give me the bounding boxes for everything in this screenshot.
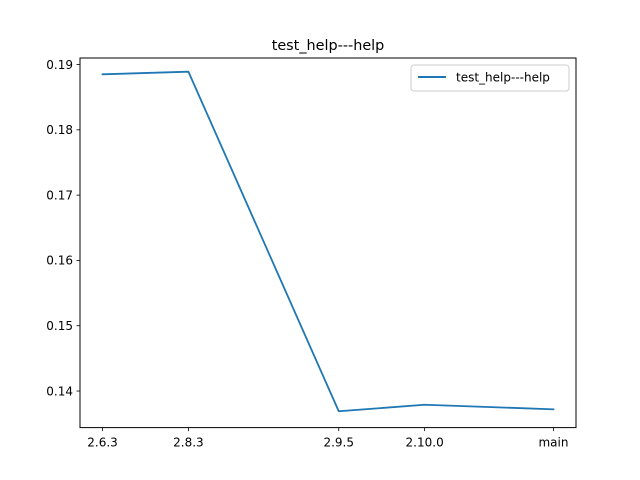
legend-label: test_help---help [456, 71, 550, 85]
x-tick-label: main [538, 436, 568, 450]
y-tick-label: 0.18 [46, 123, 73, 137]
legend: test_help---help [410, 64, 570, 92]
y-tick-label: 0.19 [46, 58, 73, 72]
y-tick-label: 0.17 [46, 188, 73, 202]
y-tick-label: 0.14 [46, 384, 73, 398]
x-axis: 2.6.3 2.8.3 2.9.5 2.10.0 main [87, 427, 568, 450]
x-tick-label: 2.9.5 [323, 436, 354, 450]
x-tick-label: 2.6.3 [87, 436, 118, 450]
plot-frame [79, 57, 577, 429]
legend-box [410, 64, 570, 92]
chart-title: test_help---help [272, 38, 385, 54]
y-tick-label: 0.16 [46, 254, 73, 268]
y-axis: 0.14 0.15 0.16 0.17 0.18 0.19 [46, 58, 80, 398]
x-tick-label: 2.10.0 [406, 436, 444, 450]
y-tick-label: 0.15 [46, 319, 73, 333]
x-tick-label: 2.8.3 [173, 436, 204, 450]
series-layer [101, 70, 555, 413]
